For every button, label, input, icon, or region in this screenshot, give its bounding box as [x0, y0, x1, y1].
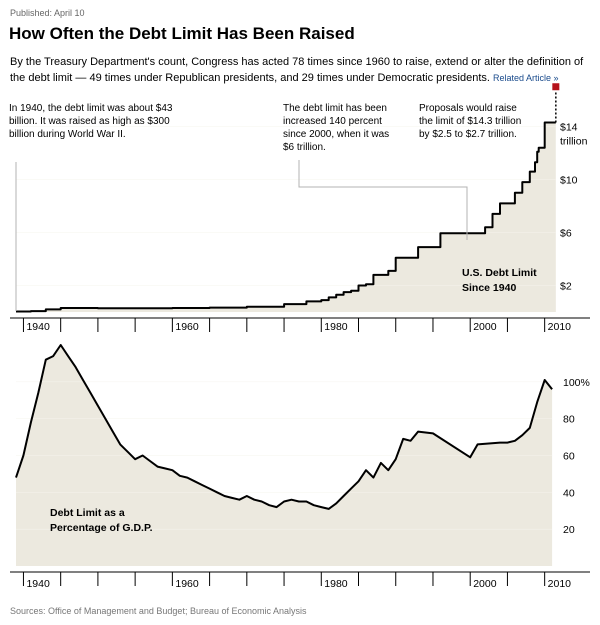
- gdp-y-tick-label: 80: [563, 414, 575, 426]
- gdp-caption-line: Percentage of G.D.P.: [50, 522, 153, 534]
- sources-note: Sources: Office of Management and Budget…: [10, 606, 307, 616]
- leader-line-since-2000: [298, 160, 468, 240]
- gdp-x-tick-label: 2000: [473, 578, 497, 590]
- debt-y-tick-label: $6: [560, 228, 572, 240]
- gdp-x-tick-label: 1940: [26, 578, 50, 590]
- gdp-x-tick-label: 1960: [175, 578, 199, 590]
- debt-x-tick-label: 1940: [26, 321, 50, 333]
- intro-text: By the Treasury Department's count, Cong…: [10, 54, 595, 86]
- debt-x-tick-label: 2010: [548, 321, 572, 333]
- debt-y-unit-label: trillion: [560, 136, 588, 148]
- published-date: Published: April 10: [10, 8, 85, 18]
- annotation-wwii: In 1940, the debt limit was about $43 bi…: [9, 103, 173, 140]
- gdp-x-tick-label: 1980: [324, 578, 348, 590]
- debt-series-line: [16, 121, 556, 313]
- gdp-y-tick-label: 40: [563, 487, 575, 499]
- proposal-marker: [552, 83, 560, 91]
- debt-y-tick-label: $10: [560, 175, 578, 187]
- debt-y-tick-label: $2: [560, 281, 572, 293]
- debt-caption-line: U.S. Debt Limit: [462, 267, 537, 279]
- gdp-y-tick-label: 20: [563, 524, 575, 536]
- debt-x-tick-label: 1960: [175, 321, 199, 333]
- debt-x-tick-label: 2000: [473, 321, 497, 333]
- annotation-proposals: Proposals would raise the limit of $14.3…: [419, 103, 522, 140]
- debt-y-tick-label: $14: [560, 122, 578, 134]
- gdp-y-tick-label: 60: [563, 451, 575, 463]
- gdp-y-tick-label: 100%: [563, 377, 590, 389]
- debt-caption-line: Since 1940: [462, 282, 516, 294]
- gdp-caption-line: Debt Limit as a: [50, 507, 125, 519]
- gdp-series-line: [15, 344, 553, 510]
- debt-area-fill: [16, 122, 556, 312]
- debt-x-tick-label: 1980: [324, 321, 348, 333]
- gdp-area-fill: [16, 345, 553, 566]
- page-title: How Often the Debt Limit Has Been Raised: [9, 24, 355, 43]
- annotation-since-2000: The debt limit has been increased 140 pe…: [283, 103, 390, 153]
- gdp-x-tick-label: 2010: [548, 578, 572, 590]
- intro-body: By the Treasury Department's count, Cong…: [10, 56, 584, 84]
- related-article-link[interactable]: Related Article »: [493, 73, 559, 83]
